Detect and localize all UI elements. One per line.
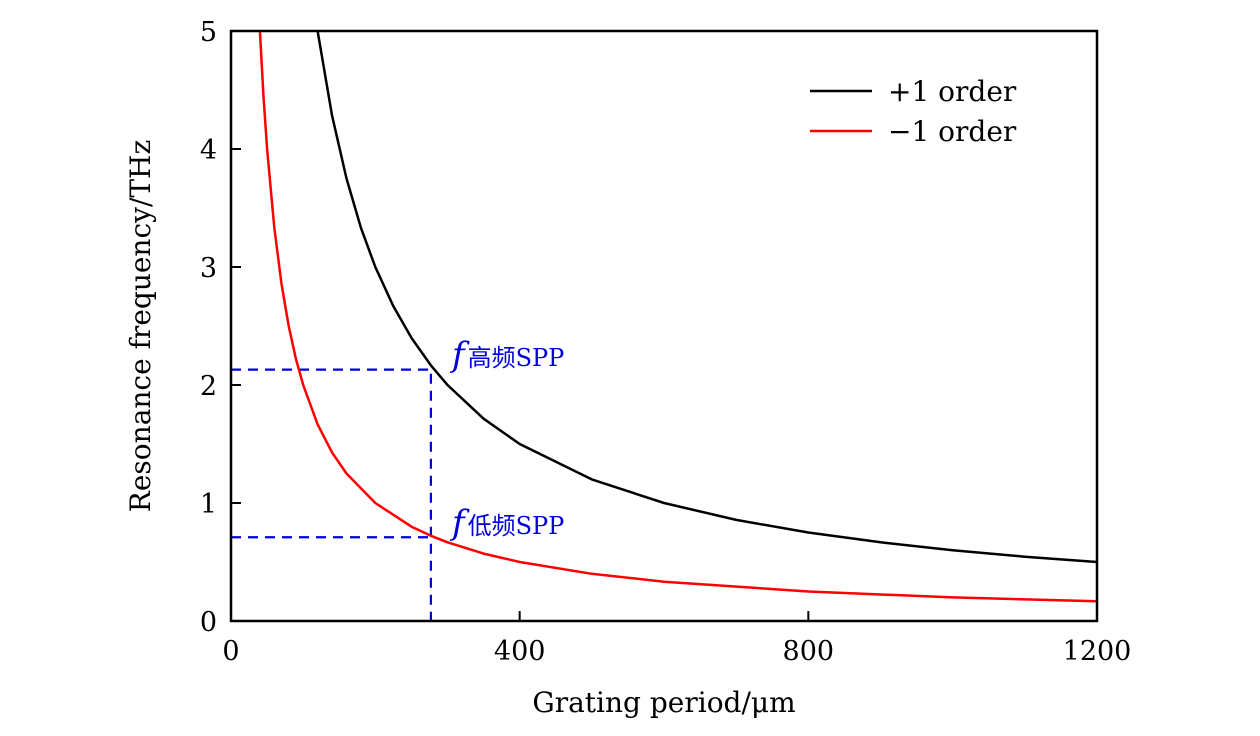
y-tick-label: 4: [200, 135, 217, 166]
x-tick-label: 400: [494, 636, 546, 667]
annotation-low: f 低频SPP: [449, 503, 564, 543]
annotation-high: f 高频SPP: [449, 335, 564, 375]
x-axis-label: Grating period/μm: [532, 686, 795, 719]
y-tick-label: 5: [200, 17, 217, 48]
y-axis-label: Resonance frequency/THz: [124, 140, 157, 512]
plot-frame: [229, 29, 1099, 623]
annotation-low-sub: 低频SPP: [468, 512, 565, 540]
y-tick-label: 0: [200, 607, 217, 638]
y-tick-label: 1: [200, 489, 217, 520]
x-tick-label: 1200: [1063, 636, 1132, 667]
y-tick-label: 2: [200, 371, 217, 402]
annotation-guide-high: [231, 368, 433, 621]
legend-label-minus1: −1 order: [888, 115, 1017, 148]
series-line-minus1-order: [258, 30, 1098, 603]
annotation-high-sub: 高频SPP: [468, 344, 565, 372]
legend: +1 order −1 order: [810, 75, 1017, 148]
x-tick-label: 0: [222, 636, 239, 667]
series-line-plus1-order: [316, 30, 1098, 564]
y-tick-label: 3: [200, 253, 217, 284]
x-tick-label: 800: [783, 636, 835, 667]
legend-label-plus1: +1 order: [888, 75, 1017, 108]
